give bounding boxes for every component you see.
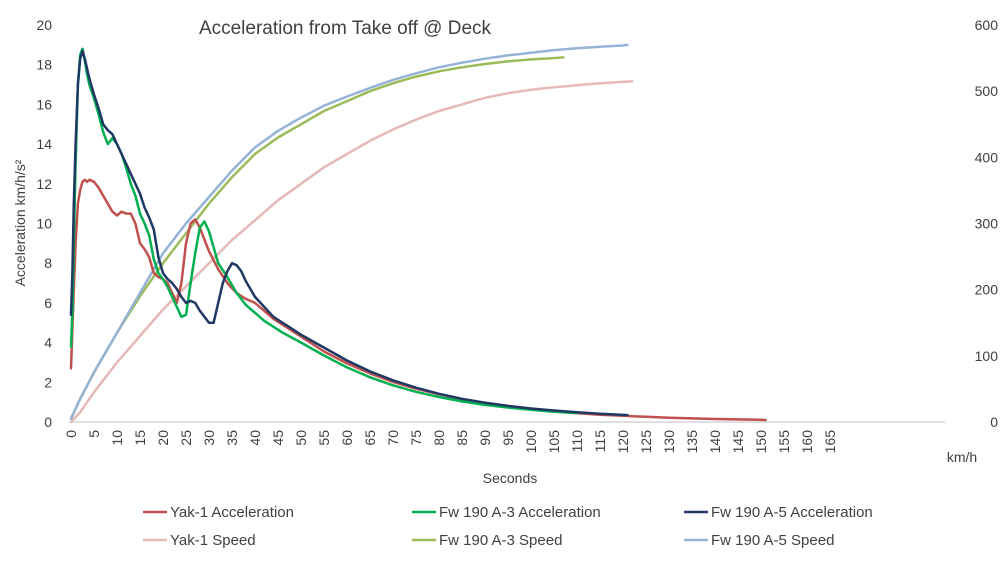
legend: Yak-1 Acceleration Fw 190 A-3 Acceleratio…	[143, 504, 873, 549]
y-tick-label: 14	[36, 136, 52, 152]
y-tick-label: 12	[36, 176, 52, 192]
x-tick-label: 55	[316, 430, 332, 446]
x-tick-label: 45	[270, 430, 286, 446]
series-line-fw-190-a-5-acceleration	[69, 49, 629, 417]
x-tick-label: 165	[822, 430, 838, 454]
y-tick-label: 18	[36, 57, 52, 73]
x-axis-ticks: 0 5 10 15 20 25 30 35 40 45 50 55 60 65 70 75 80 85 90 95 10…	[63, 430, 838, 454]
x-tick-label: 145	[730, 430, 746, 454]
x-tick-label: 60	[339, 430, 355, 446]
x-tick-label: 150	[753, 430, 769, 454]
x-tick-label: 65	[362, 430, 378, 446]
series-line-fw-190-a-3-acceleration	[69, 47, 579, 415]
y-tick-label: 0	[44, 414, 52, 430]
legend-label-yak-1-speed: Yak-1 Speed	[170, 532, 256, 549]
y2-axis-label: km/h	[947, 449, 977, 465]
y-axis-ticks: 0 2 4 6 8 10 12 14 16 18 20	[36, 17, 52, 430]
legend-label-fw-190-a-5-acceleration: Fw 190 A-5 Acceleration	[711, 504, 873, 521]
y-tick-label: 10	[36, 216, 52, 232]
y2-tick-label: 600	[975, 17, 999, 33]
x-tick-label: 10	[109, 430, 125, 446]
x-tick-label: 100	[523, 430, 539, 454]
legend-label-fw-190-a-3-speed: Fw 190 A-3 Speed	[439, 532, 562, 549]
series-line-yak-1-acceleration	[69, 178, 767, 422]
y-tick-label: 20	[36, 17, 52, 33]
x-tick-label: 5	[86, 430, 102, 438]
x-tick-label: 40	[247, 430, 263, 446]
y2-tick-label: 300	[975, 216, 999, 232]
series-line-fw-190-a-3-speed	[69, 56, 565, 420]
y2-axis-ticks: 0 100 200 300 400 500 600	[975, 17, 999, 430]
x-tick-label: 110	[569, 430, 585, 453]
x-tick-label: 25	[178, 430, 194, 446]
y2-tick-label: 0	[990, 414, 998, 430]
y-tick-label: 8	[44, 255, 52, 271]
x-tick-label: 75	[408, 430, 424, 446]
series-lines	[69, 43, 767, 424]
x-tick-label: 70	[385, 430, 401, 446]
x-tick-label: 155	[776, 430, 792, 454]
chart-title: Acceleration from Take off @ Deck	[199, 18, 492, 39]
x-tick-label: 80	[431, 430, 447, 446]
x-tick-label: 35	[224, 430, 240, 446]
y2-tick-label: 100	[975, 348, 999, 364]
legend-label-fw-190-a-5-speed: Fw 190 A-5 Speed	[711, 532, 834, 549]
x-tick-label: 95	[500, 430, 516, 446]
y-axis-label: Acceleration km/h/s²	[12, 159, 28, 286]
y-tick-label: 2	[44, 374, 52, 390]
x-tick-label: 15	[132, 430, 148, 446]
x-tick-label: 115	[592, 430, 608, 453]
x-tick-label: 135	[684, 430, 700, 454]
x-tick-label: 90	[477, 430, 493, 446]
x-tick-label: 130	[661, 430, 677, 454]
series-line-fw-190-a-5-speed	[69, 43, 629, 420]
x-tick-label: 120	[615, 430, 631, 454]
x-tick-label: 85	[454, 430, 470, 446]
y2-tick-label: 200	[975, 282, 999, 298]
y2-tick-label: 500	[975, 83, 999, 99]
legend-label-fw-190-a-3-acceleration: Fw 190 A-3 Acceleration	[439, 504, 601, 521]
x-axis-label: Seconds	[483, 470, 537, 486]
x-tick-label: 140	[707, 430, 723, 454]
y-tick-label: 4	[44, 335, 52, 351]
x-tick-label: 20	[155, 430, 171, 446]
y-tick-label: 6	[44, 295, 52, 311]
y-tick-label: 16	[36, 96, 52, 112]
x-tick-label: 30	[201, 430, 217, 446]
x-tick-label: 105	[546, 430, 562, 454]
series-line-yak-1-speed	[69, 79, 634, 424]
legend-label-yak-1-acceleration: Yak-1 Acceleration	[170, 504, 294, 521]
y2-tick-label: 400	[975, 149, 999, 165]
x-tick-label: 0	[63, 430, 79, 438]
x-tick-label: 50	[293, 430, 309, 446]
x-tick-label: 160	[799, 430, 815, 454]
x-tick-label: 125	[638, 430, 654, 454]
